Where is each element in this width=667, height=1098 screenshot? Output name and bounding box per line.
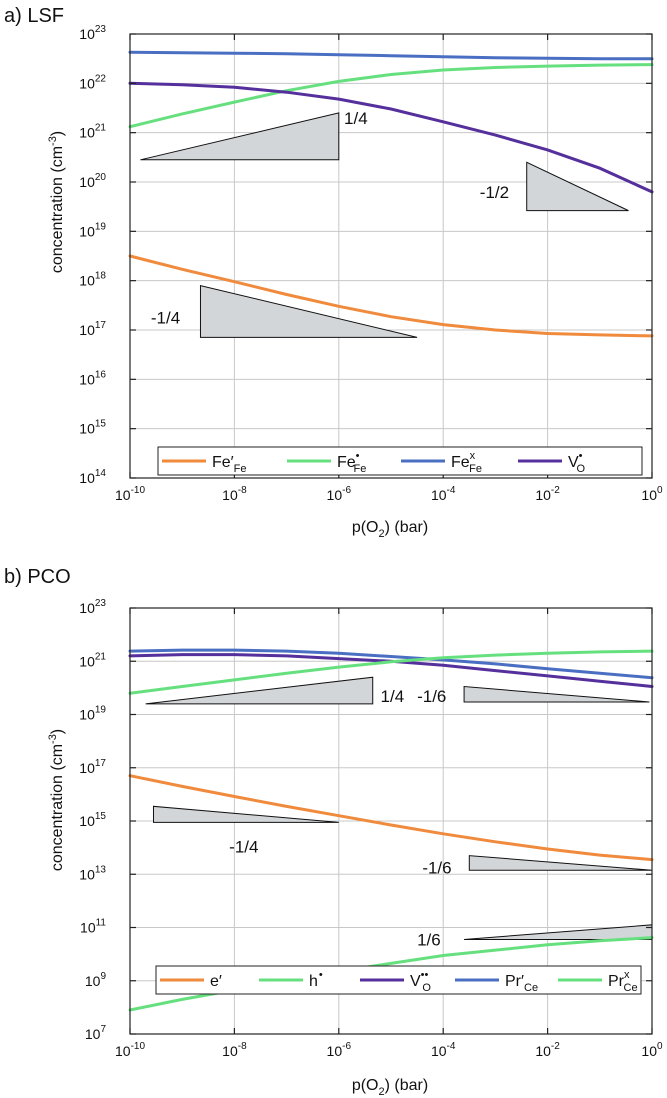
slope-triangle [145, 676, 374, 705]
panel-a-xlabel: p(O2) (bar) [352, 519, 428, 540]
x-tick-label: 100 [641, 1041, 663, 1059]
y-tick-label: 1021 [79, 651, 106, 669]
x-tick-label: 10-10 [115, 485, 145, 503]
panel-b-ylabel: concentration (cm-3) [47, 729, 66, 871]
y-tick-label: 1015 [79, 419, 106, 437]
y-tick-label: 1021 [79, 123, 106, 141]
slope-triangle [468, 855, 653, 871]
slope-label: -1/4 [229, 837, 258, 856]
y-tick-label: 1019 [79, 221, 106, 239]
panel-a-title: a) LSF [4, 5, 64, 27]
y-tick-label: 1023 [79, 24, 106, 42]
y-tick-label: 1011 [80, 918, 106, 936]
panel-b-xlabel: p(O2) (bar) [352, 1077, 428, 1098]
x-tick-label: 10-8 [222, 485, 247, 503]
y-tick-label: 1014 [79, 468, 106, 486]
legend-label-fe_fe_prime: Fe′Fe [212, 454, 247, 475]
panel-b-title: b) PCO [4, 566, 71, 588]
x-tick-label: 10-10 [115, 1041, 145, 1059]
legend-box [157, 446, 643, 476]
series-line-fe_fe_x [128, 50, 654, 61]
x-tick-label: 10-4 [431, 485, 456, 503]
x-tick-label: 100 [641, 485, 663, 503]
legend-label-v_o_dotdot: V•• O [410, 969, 431, 994]
x-tick-label: 10-2 [535, 485, 560, 503]
legend-label-pr_ce_prime: Pr′Ce [505, 973, 538, 994]
chart-pco: 1/4 -1/6 -1/4 -1/6 1/6 10-10 10-8 10-6 10-4 10-2 1… [79, 598, 663, 1059]
y-tick-label: 1022 [79, 73, 106, 91]
legend-label-e_prime: e′ [210, 973, 222, 990]
slope-triangle [526, 161, 629, 212]
y-tick-label: 1015 [79, 811, 106, 829]
y-tick-label: 1017 [79, 758, 106, 776]
slope-triangle [140, 112, 340, 161]
plot-frame [129, 33, 653, 479]
chart-lsf: 1/4 -1/2 -1/4 10-10 10-8 10-6 10-4 10-2 100 1023 1… [79, 24, 663, 503]
slope-label: -1/2 [480, 183, 509, 202]
panel-pco: b) PCO concentration (cm-3) p(O2) (bar) [4, 566, 428, 1098]
series-line-fe_fe_prime [128, 254, 654, 338]
slope-label: -1/6 [417, 687, 446, 706]
slope-label: 1/4 [344, 109, 368, 128]
panel-lsf: a) LSF concentration (cm-3) p(O2) (bar) [4, 5, 428, 540]
slope-triangle [152, 805, 339, 823]
series-line-fe_fe_dot [128, 63, 654, 129]
legend-label-pr_ce_x: Prx Ce [608, 969, 638, 994]
slope-label: -1/6 [422, 859, 451, 878]
y-tick-label: 1019 [79, 705, 106, 723]
series-line-v_o_dot [128, 81, 654, 194]
slope-label: 1/6 [417, 930, 441, 949]
slope-label: -1/4 [151, 309, 180, 328]
y-tick-label: 107 [85, 1024, 107, 1042]
slope-triangle [199, 284, 418, 338]
y-tick-label: 109 [85, 971, 107, 989]
y-tick-label: 1020 [79, 172, 106, 190]
x-tick-label: 10-4 [431, 1041, 456, 1059]
x-tick-label: 10-6 [327, 1041, 352, 1059]
legend-label-fe_fe_dot: Fe• Fe [337, 450, 366, 475]
panel-a-ylabel: concentration (cm-3) [47, 131, 66, 273]
legend-label-h_dot: h• [309, 969, 323, 990]
x-tick-label: 10-6 [327, 485, 352, 503]
x-tick-label: 10-2 [535, 1041, 560, 1059]
y-tick-label: 1018 [79, 271, 106, 289]
legend: Fe′Fe Fe• Fe Fex Fe V• O [157, 446, 643, 476]
legend-label-fe_fe_x: Fex Fe [451, 450, 482, 475]
x-tick-label: 10-8 [222, 1041, 247, 1059]
legend: e′ h• V•• O Pr′Ce Prx Ce [155, 965, 642, 995]
y-tick-label: 1013 [79, 864, 106, 882]
series-line-pr_ce_x [128, 649, 654, 695]
slope-label: 1/4 [381, 687, 405, 706]
slope-triangle [463, 686, 650, 703]
y-tick-label: 1023 [79, 598, 106, 616]
y-tick-label: 1017 [79, 320, 106, 338]
y-tick-label: 1016 [79, 369, 106, 387]
series-line-pr_ce_prime [128, 648, 654, 680]
legend-label-v_o_dot: V• O [568, 450, 586, 475]
series-line-e_prime [128, 774, 654, 862]
